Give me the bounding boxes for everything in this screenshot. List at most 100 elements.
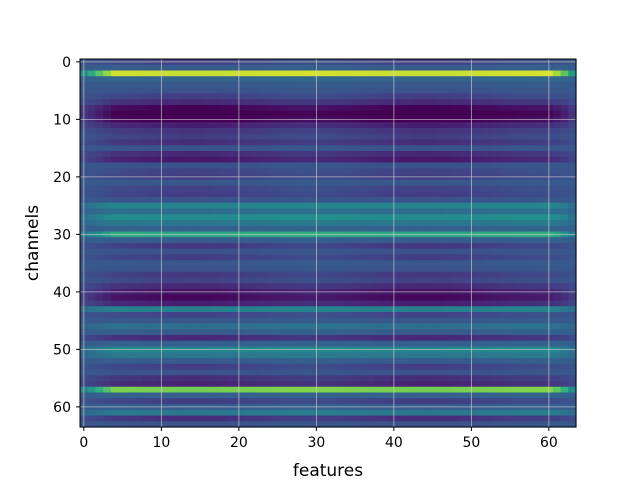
heatmap-cell <box>537 392 546 399</box>
heatmap-cell <box>142 317 151 325</box>
heatmap-cell <box>273 191 283 198</box>
heatmap-cell <box>111 168 120 175</box>
heatmap-cell <box>537 179 546 187</box>
heatmap-cell <box>328 243 337 250</box>
heatmap-cell <box>258 392 267 399</box>
heatmap-cell <box>118 110 128 118</box>
heatmap-cell <box>421 329 430 336</box>
heatmap-cell <box>188 185 197 192</box>
heatmap-cell <box>173 254 182 261</box>
heatmap-cell <box>428 363 438 371</box>
heatmap-cell <box>428 133 438 141</box>
heatmap-cell <box>335 93 345 100</box>
heatmap-cell <box>405 260 414 267</box>
heatmap-cell <box>359 398 368 405</box>
heatmap-cell <box>521 421 531 428</box>
heatmap-cell <box>568 214 577 221</box>
heatmap-cell <box>180 266 190 273</box>
heatmap-cell <box>165 202 174 210</box>
heatmap-cell <box>258 162 267 169</box>
heatmap-cell <box>173 197 182 204</box>
heatmap-cell <box>421 70 430 77</box>
heatmap-cell <box>118 179 128 187</box>
heatmap-cell <box>444 254 453 261</box>
heatmap-cell <box>219 110 228 118</box>
heatmap-cell <box>421 168 430 175</box>
heatmap-cell <box>289 168 298 175</box>
heatmap-cell <box>413 225 422 233</box>
heatmap-cell <box>320 375 329 382</box>
heatmap-cell <box>366 70 376 77</box>
heatmap-cell <box>506 99 515 106</box>
heatmap-cell <box>421 151 430 158</box>
heatmap-cell <box>444 133 453 141</box>
heatmap-cell <box>297 162 306 169</box>
heatmap-cell <box>103 133 112 141</box>
heatmap-cell <box>421 358 430 365</box>
heatmap-cell <box>297 208 306 215</box>
heatmap-cell <box>436 191 445 198</box>
y-tick-label: 30 <box>53 227 71 243</box>
heatmap-cell <box>397 82 407 89</box>
heatmap-cell <box>436 76 445 83</box>
heatmap-cell <box>111 133 120 141</box>
heatmap-cell <box>95 323 104 330</box>
heatmap-cell <box>413 266 422 273</box>
heatmap-cell <box>397 329 407 336</box>
heatmap-cell <box>320 312 329 319</box>
heatmap-cell <box>211 381 221 388</box>
heatmap-cell <box>273 99 283 106</box>
heatmap-cell <box>126 202 135 210</box>
heatmap-cell <box>521 156 531 164</box>
heatmap-cell <box>165 421 174 428</box>
heatmap-cell <box>188 191 197 198</box>
heatmap-cell <box>459 363 469 371</box>
heatmap-cell <box>204 139 213 146</box>
heatmap-cell <box>196 248 205 256</box>
heatmap-cell <box>142 271 151 279</box>
heatmap-cell <box>103 358 112 365</box>
heatmap-cell <box>328 151 337 158</box>
heatmap-cell <box>95 87 104 95</box>
heatmap-cell <box>87 323 97 330</box>
heatmap-cell <box>343 409 352 417</box>
heatmap-cell <box>506 122 515 129</box>
heatmap-cell <box>204 110 213 118</box>
heatmap-cell <box>506 317 515 325</box>
heatmap-cell <box>103 151 112 158</box>
heatmap-cell <box>165 283 174 290</box>
heatmap-cell <box>134 145 143 152</box>
heatmap-cell <box>273 294 283 302</box>
heatmap-cell <box>242 386 252 394</box>
heatmap-cell <box>428 128 438 135</box>
heatmap-cell <box>180 64 190 72</box>
heatmap-cell <box>111 139 120 146</box>
heatmap-cell <box>335 225 345 233</box>
heatmap-cell <box>250 162 259 169</box>
heatmap-cell <box>382 128 391 135</box>
heatmap-cell <box>521 254 531 261</box>
heatmap-cell <box>173 151 182 158</box>
heatmap-cell <box>142 381 151 388</box>
heatmap-cell <box>204 386 213 394</box>
heatmap-cell <box>483 392 492 399</box>
heatmap-cell <box>273 214 283 221</box>
heatmap-cell <box>537 191 546 198</box>
heatmap-cell <box>552 283 562 290</box>
heatmap-cell <box>560 156 569 164</box>
heatmap-cell <box>366 398 376 405</box>
heatmap-cell <box>382 64 391 72</box>
heatmap-cell <box>289 197 298 204</box>
heatmap-cell <box>266 145 275 152</box>
heatmap-cell <box>211 317 221 325</box>
heatmap-cell <box>405 122 414 129</box>
heatmap-cell <box>273 335 283 342</box>
heatmap-cell <box>366 243 376 250</box>
heatmap-cell <box>266 185 275 192</box>
heatmap-cell <box>134 352 143 359</box>
heatmap-cell <box>227 122 236 129</box>
heatmap-cell <box>173 168 182 175</box>
heatmap-cell <box>250 70 259 77</box>
heatmap-cell <box>219 93 228 100</box>
heatmap-cell <box>320 110 329 118</box>
